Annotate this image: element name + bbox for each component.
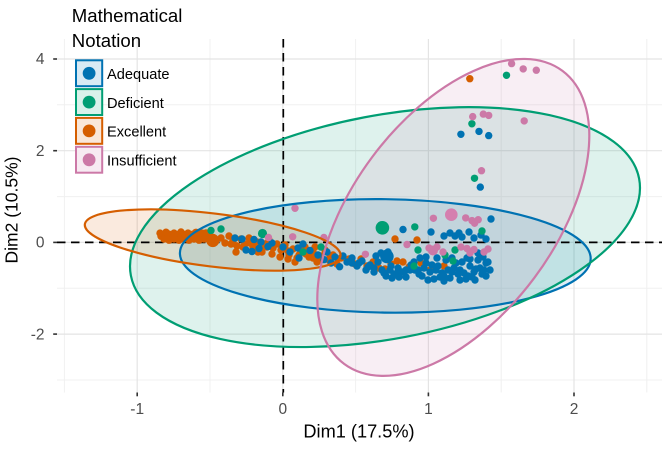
svg-text:1: 1	[424, 401, 433, 418]
svg-text:2: 2	[36, 143, 45, 160]
svg-text:0: 0	[278, 401, 287, 418]
svg-text:Insufficient: Insufficient	[107, 154, 177, 170]
svg-text:4: 4	[36, 51, 45, 68]
svg-text:Mathematical: Mathematical	[72, 5, 183, 26]
svg-text:0: 0	[36, 235, 45, 252]
svg-text:Dim1 (17.5%): Dim1 (17.5%)	[303, 422, 414, 442]
svg-text:2: 2	[570, 401, 579, 418]
svg-text:Adequate: Adequate	[107, 67, 170, 83]
svg-text:Excellent: Excellent	[107, 125, 166, 141]
svg-text:Notation: Notation	[72, 30, 141, 51]
svg-text:-1: -1	[130, 401, 144, 418]
svg-text:-2: -2	[31, 326, 45, 343]
svg-text:Deficient: Deficient	[107, 96, 164, 112]
svg-text:Dim2 (10.5%): Dim2 (10.5%)	[2, 157, 22, 264]
